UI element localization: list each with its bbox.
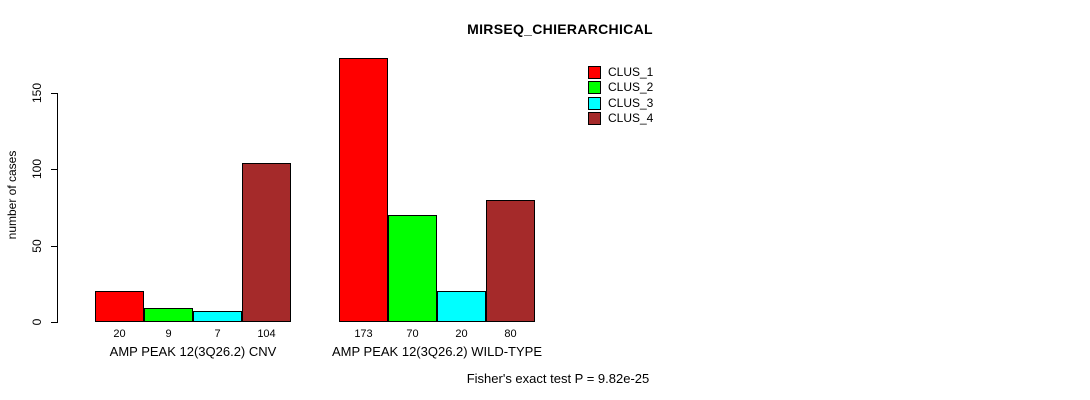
legend-label: CLUS_2 bbox=[608, 80, 654, 94]
legend-swatch-icon bbox=[588, 81, 601, 94]
bar-value-label: 70 bbox=[406, 328, 419, 340]
y-tick-label: 100 bbox=[30, 158, 44, 180]
bar-clus_3-group2 bbox=[437, 291, 486, 322]
bar-clus_4-group2 bbox=[486, 200, 535, 322]
legend-swatch-icon bbox=[588, 112, 601, 125]
y-axis-title: number of cases bbox=[5, 150, 19, 240]
y-tick-label: 150 bbox=[30, 82, 44, 104]
y-axis-line bbox=[57, 93, 58, 323]
y-tick-label: 0 bbox=[30, 318, 44, 326]
bar-value-label: 20 bbox=[455, 328, 468, 340]
legend-swatch-icon bbox=[588, 97, 601, 110]
bar-clus_4-group1 bbox=[242, 163, 291, 322]
bar-value-label: 80 bbox=[504, 328, 517, 340]
bar-value-label: 7 bbox=[214, 328, 221, 340]
bar-clus_1-group1 bbox=[95, 291, 144, 322]
bar-value-label: 173 bbox=[354, 328, 373, 340]
legend-label: CLUS_3 bbox=[608, 96, 654, 110]
legend-swatch-icon bbox=[588, 66, 601, 79]
legend-label: CLUS_4 bbox=[608, 111, 654, 125]
y-tick-mark bbox=[51, 169, 57, 170]
chart-title: MIRSEQ_CHIERARCHICAL bbox=[467, 21, 653, 37]
group-label: AMP PEAK 12(3Q26.2) CNV bbox=[109, 344, 277, 359]
fisher-test-annotation: Fisher's exact test P = 9.82e-25 bbox=[466, 371, 650, 386]
legend-label: CLUS_1 bbox=[608, 65, 654, 79]
group-label: AMP PEAK 12(3Q26.2) WILD-TYPE bbox=[332, 344, 542, 359]
bar-clus_1-group2 bbox=[339, 58, 388, 322]
bar-clus_2-group2 bbox=[388, 215, 437, 322]
bar-value-label: 104 bbox=[257, 328, 276, 340]
bar-clus_3-group1 bbox=[193, 311, 242, 322]
bar-clus_2-group1 bbox=[144, 308, 193, 322]
y-tick-mark bbox=[51, 93, 57, 94]
bar-value-label: 9 bbox=[165, 328, 172, 340]
y-tick-mark bbox=[51, 246, 57, 247]
y-tick-label: 50 bbox=[30, 239, 44, 253]
y-tick-mark bbox=[51, 322, 57, 323]
bar-value-label: 20 bbox=[113, 328, 126, 340]
